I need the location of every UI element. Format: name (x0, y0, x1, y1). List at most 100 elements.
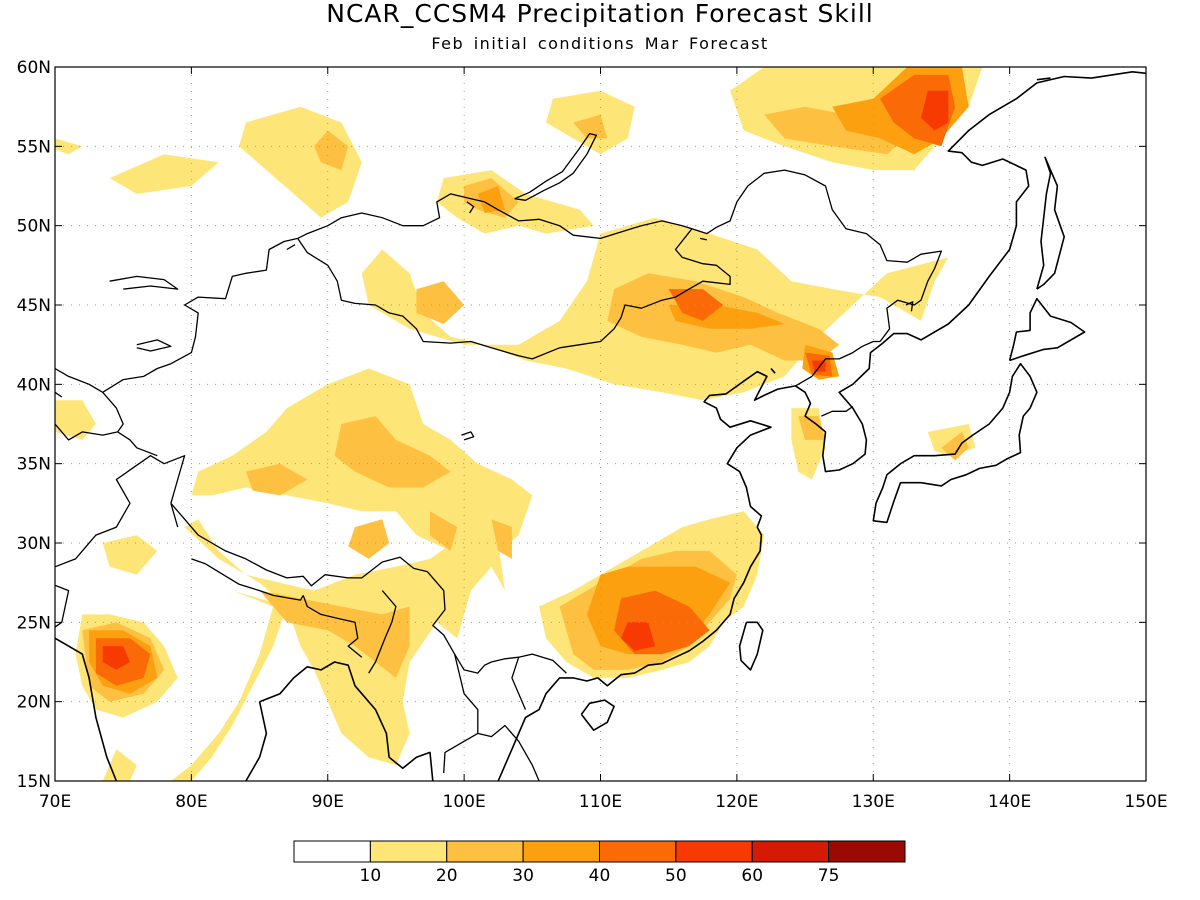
lake-outline (286, 244, 296, 251)
colorbar-swatch (599, 840, 677, 863)
coastline (580, 699, 615, 732)
coastline (55, 637, 90, 679)
skill-region-level-5 (921, 90, 949, 131)
skill-region-level-2 (798, 416, 826, 440)
colorbar-label: 50 (665, 866, 687, 886)
y-tick-label: 40N (17, 375, 51, 395)
country-border (191, 558, 304, 601)
country-border (55, 367, 124, 441)
country-border (55, 455, 186, 628)
colorbar-swatch (446, 840, 524, 863)
coastline (1008, 297, 1086, 362)
skill-shading (55, 67, 983, 781)
country-border (297, 193, 693, 240)
colorbar-legend: 10 20 30 40 50 60 75 (293, 840, 906, 886)
country-border (477, 724, 540, 781)
skill-region-level-2 (259, 590, 410, 678)
skill-region-level-1 (102, 749, 137, 781)
y-axis: 15N 20N 25N 30N 35N 40N 45N 50N 55N 60N (17, 58, 1146, 792)
country-border (795, 340, 881, 387)
coastline (1036, 77, 1051, 81)
x-tick-label: 120E (715, 792, 758, 812)
chart-subtitle: Feb initial conditions Mar Forecast (431, 34, 769, 53)
colorbar-label: 60 (741, 866, 763, 886)
skill-region-level-1 (55, 400, 96, 440)
colorbar-label: 10 (360, 866, 382, 886)
coastline (872, 362, 1038, 524)
lake-outline (136, 339, 172, 352)
colorbar-swatch (828, 840, 906, 863)
coastline (882, 71, 1146, 344)
lake-outline (109, 275, 179, 290)
y-tick-label: 35N (17, 455, 51, 475)
coastline (259, 661, 434, 781)
x-tick-label: 80E (175, 792, 207, 812)
skill-region-level-2 (491, 519, 512, 559)
country-border (55, 391, 63, 398)
y-tick-label: 55N (17, 137, 51, 157)
x-tick-label: 100E (443, 792, 486, 812)
colorbar-swatch (751, 840, 830, 863)
skill-region-level-2 (348, 519, 390, 559)
x-tick-label: 140E (988, 792, 1031, 812)
colorbar-label: 75 (818, 866, 840, 886)
coastline (88, 677, 118, 781)
y-tick-label: 20N (17, 693, 51, 713)
colorbar-label: 30 (512, 866, 534, 886)
colorbar-label: 40 (589, 866, 611, 886)
y-tick-label: 50N (17, 217, 51, 237)
skill-region-level-2 (314, 130, 349, 171)
lake-outline (461, 431, 475, 441)
skill-region-level-1 (109, 154, 219, 194)
colorbar-label: 20 (436, 866, 458, 886)
country-border (117, 431, 158, 457)
country-border (821, 405, 854, 417)
coastline (795, 342, 884, 473)
coastline (245, 701, 268, 781)
country-border (297, 228, 731, 360)
skill-region-level-2 (245, 463, 308, 496)
x-axis: 70E 80E 90E 100E 110E 120E 130E 140E 150E (39, 67, 1168, 812)
skill-region-level-1 (184, 519, 505, 766)
lake-outline (466, 201, 475, 214)
lake-outline (514, 132, 598, 201)
colorbar-swatch (369, 840, 448, 863)
coastline (497, 370, 796, 781)
x-tick-label: 90E (312, 792, 344, 812)
skill-region-level-2 (573, 114, 608, 139)
lake-outline (699, 237, 708, 241)
y-tick-label: 25N (17, 613, 51, 633)
x-tick-label: 150E (1124, 792, 1167, 812)
skill-region-level-1 (102, 535, 158, 575)
country-border (368, 590, 397, 674)
country-border (170, 502, 428, 587)
skill-region-level-5 (621, 622, 656, 651)
y-tick-label: 30N (17, 534, 51, 554)
y-tick-label: 60N (17, 58, 51, 78)
colorbar-swatch (522, 840, 600, 863)
x-tick-label: 70E (39, 792, 71, 812)
country-border (102, 237, 298, 393)
coastline (1036, 156, 1065, 290)
skill-region-level-2 (430, 511, 458, 551)
skill-region-level-1 (55, 138, 83, 155)
coastline (738, 621, 764, 671)
y-tick-label: 15N (17, 772, 51, 792)
country-border (302, 595, 363, 658)
lake-outline (905, 301, 914, 312)
y-tick-label: 45N (17, 296, 51, 316)
coastlines-borders (55, 71, 1146, 781)
country-border (511, 656, 527, 710)
skill-region-level-2 (416, 281, 465, 324)
skill-region-level-3 (477, 186, 505, 213)
colorbar-swatch (675, 840, 753, 863)
skill-region-level-2 (941, 431, 969, 461)
x-tick-label: 110E (579, 792, 622, 812)
country-border (170, 503, 179, 528)
skill-region-level-2 (334, 416, 451, 488)
country-border (691, 169, 943, 342)
skill-region-level-1 (170, 590, 287, 781)
coastline (770, 367, 776, 374)
chart-title: NCAR_CCSM4 Precipitation Forecast Skill (326, 0, 874, 28)
